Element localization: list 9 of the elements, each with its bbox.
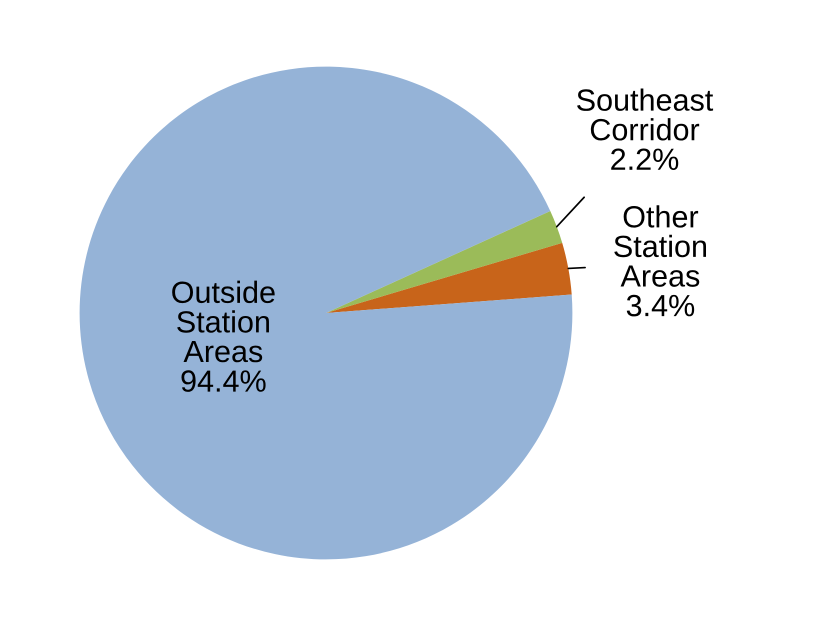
pie-slice	[80, 66, 572, 560]
pie-slice	[326, 242, 572, 313]
data-label: 2.2%	[611, 148, 678, 170]
slice-label: Outside Station Areas	[172, 280, 275, 362]
data-label: 94.4%	[181, 370, 266, 392]
slice-label: Southeast Corridor	[577, 88, 714, 141]
pie-slice	[326, 210, 562, 313]
data-label: 3.4%	[626, 294, 694, 316]
slice-label: Other Station Areas	[614, 205, 706, 287]
